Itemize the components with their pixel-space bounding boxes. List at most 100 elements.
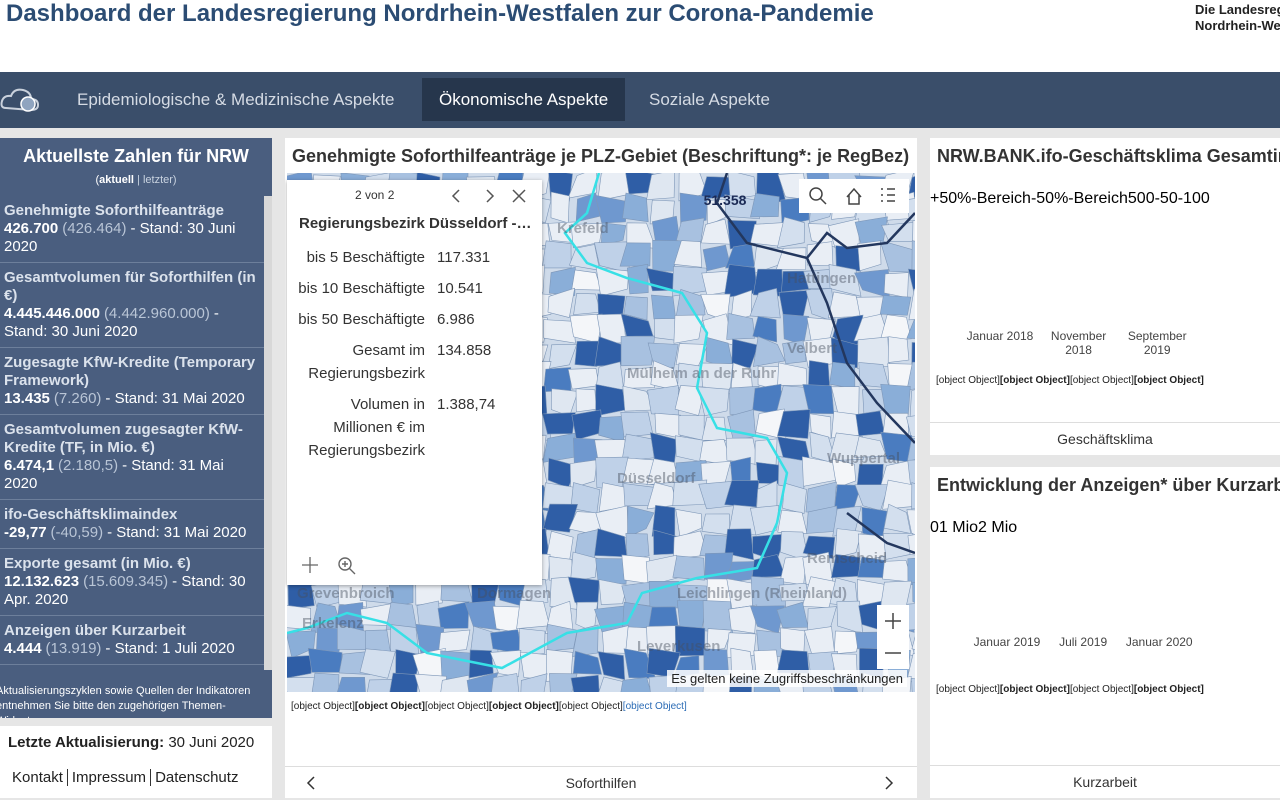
zoom-in-icon xyxy=(885,613,901,629)
list-icon[interactable] xyxy=(881,188,895,202)
indicator: Anzeigen über Kurzarbeit 4.444 (13.919) - S… xyxy=(0,616,264,665)
map-area xyxy=(597,651,626,681)
panel-title: NRW.BANK.ifo-Geschäftsklima Gesamtindex xyxy=(937,146,1280,166)
map-area xyxy=(438,629,471,653)
x-tick-label: November 2018 xyxy=(1050,329,1107,357)
popup-controls[interactable] xyxy=(447,186,537,206)
footer-tab[interactable]: Kurzarbeit xyxy=(1073,774,1137,790)
logo-line: Nordrhein-Westfalen xyxy=(1195,18,1280,33)
map-area xyxy=(752,316,778,343)
footer-link[interactable]: Impressum xyxy=(66,769,151,786)
map-area xyxy=(724,194,760,220)
y-tick-label: 0 xyxy=(1145,190,1155,207)
map-area xyxy=(907,459,915,490)
map-area xyxy=(906,415,915,437)
update-label: Letzte Aktualisierung: xyxy=(8,734,165,751)
place-label: Leverkusen xyxy=(637,638,720,655)
popup-table: bis 5 Beschäftigte 117.331 bis 10 Beschäft… xyxy=(295,246,495,470)
search-icon[interactable] xyxy=(819,197,827,205)
map-area xyxy=(464,600,500,631)
map-area xyxy=(857,240,882,272)
nav-tab[interactable]: Ökonomische Aspekte xyxy=(422,78,626,121)
popup-value: 134.858 xyxy=(437,342,492,359)
indicator: Genehmigte Soforthilfeanträge 426.700 (426… xyxy=(0,196,264,263)
map-area xyxy=(367,679,393,692)
footer-link[interactable]: Kontakt xyxy=(12,769,63,786)
map-area xyxy=(828,432,864,461)
map-area xyxy=(598,676,626,692)
legend-text: aktuell xyxy=(99,174,134,186)
note-text: [object Object] xyxy=(999,375,1070,386)
x-tick-label: Januar 2019 xyxy=(973,635,1041,649)
nav-tab[interactable]: Epidemiologische & Medizinische Aspekte xyxy=(77,90,395,109)
indicator-list: Genehmigte Soforthilfeanträge 426.700 (426… xyxy=(0,196,264,670)
popup-row: Volumen in Millionen € im Regierungsbezi… xyxy=(295,393,495,470)
map-area xyxy=(414,673,447,692)
update-box: Letzte Aktualisierung: 30 Juni 2020 Kont… xyxy=(0,726,272,798)
scrollbar[interactable] xyxy=(264,196,272,670)
map-toolbar[interactable] xyxy=(799,179,909,213)
indicator: Exporte gesamt (in Mio. €) 12.132.623 (15.… xyxy=(0,549,264,616)
home-icon[interactable] xyxy=(846,187,862,205)
map-area xyxy=(595,558,627,586)
map-area xyxy=(598,579,628,605)
place-label: Hattingen xyxy=(787,270,856,287)
map-area xyxy=(906,437,915,465)
prev-button[interactable] xyxy=(305,775,317,791)
popup-value: 6.986 xyxy=(437,311,475,328)
popup-row: Gesamt im Regierungsbezirk 134.858 xyxy=(295,339,495,393)
map-area xyxy=(466,672,499,692)
left-panel: Aktuellste Zahlen für NRW (aktuell | let… xyxy=(0,138,272,718)
popup-row: bis 50 Beschäftigte 6.986 xyxy=(295,308,495,339)
update-line: Letzte Aktualisierung: 30 Juni 2020 xyxy=(8,734,254,751)
popup-label: bis 50 Beschäftigte xyxy=(298,311,425,328)
nav-bar: Epidemiologische & Medizinische Aspekte Ö… xyxy=(0,72,1280,128)
map-area xyxy=(626,263,649,295)
panel-footnote: [object Object][object Object][object Ob… xyxy=(291,699,891,715)
popup-label: bis 5 Beschäftigte xyxy=(306,249,425,266)
map-area xyxy=(907,557,915,587)
map-area xyxy=(569,459,598,489)
indicator-date: - Stand: 31 Mai 2020 xyxy=(105,390,245,407)
map-area xyxy=(541,240,572,269)
footer-link[interactable]: Datenschutz xyxy=(150,769,243,786)
map-area xyxy=(619,242,651,267)
map-area xyxy=(622,192,649,223)
toolbar-bg xyxy=(799,179,909,213)
place-label: Erkelenz xyxy=(302,615,364,632)
map-area xyxy=(570,551,598,583)
logo-line: Die Landesregierung xyxy=(1195,2,1280,17)
map-area xyxy=(311,672,340,692)
footer-tab[interactable]: Soforthilfen xyxy=(565,775,637,791)
legend-text: | letzter) xyxy=(137,174,177,186)
map-area xyxy=(621,554,651,585)
place-label: Wuppertal xyxy=(827,450,900,467)
indicator-date: - Stand: 30 Juni 2020 xyxy=(4,305,219,340)
popup-tools[interactable] xyxy=(301,555,361,575)
search-icon[interactable] xyxy=(809,187,823,201)
indicator-value: 426.700 xyxy=(4,220,59,237)
left-footnote: Aktualisierungszyklen sowie Quellen der … xyxy=(0,685,251,718)
panel-footnote: [object Object][object Object][object Ob… xyxy=(936,682,1280,698)
map-area xyxy=(702,600,734,634)
map-area xyxy=(550,191,570,224)
map-area xyxy=(782,339,807,365)
map-area xyxy=(697,386,730,417)
indicator-values: 426.700 (426.464) - Stand: 30 Juni 2020 xyxy=(4,220,260,256)
map-area xyxy=(909,389,915,417)
map-area xyxy=(287,605,311,630)
indicator-value: 6.474,1 xyxy=(4,457,55,474)
map-area xyxy=(855,410,885,437)
map-area xyxy=(906,653,915,682)
map-area xyxy=(573,293,601,315)
map-area xyxy=(625,533,650,561)
nav-tab[interactable]: Soziale Aspekte xyxy=(649,90,770,109)
map-area xyxy=(880,580,912,609)
footer-tab[interactable]: Geschäftsklima xyxy=(1057,431,1153,447)
note-link[interactable]: [object Object] xyxy=(622,701,687,712)
next-button[interactable] xyxy=(883,775,895,791)
map-area xyxy=(574,340,602,367)
map-area xyxy=(777,216,805,248)
